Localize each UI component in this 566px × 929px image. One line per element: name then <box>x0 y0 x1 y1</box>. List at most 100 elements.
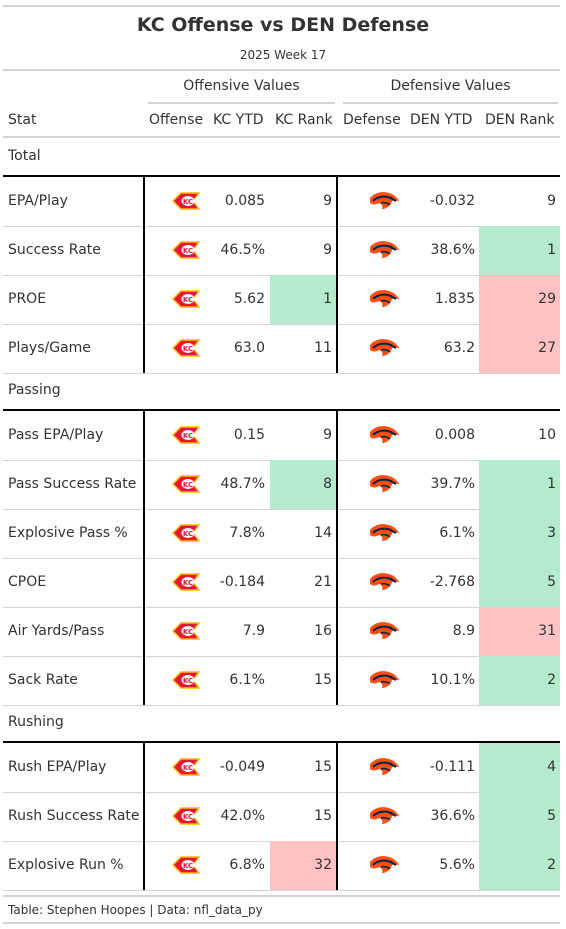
kc-rank-value: 9 <box>323 193 332 209</box>
svg-text:KC: KC <box>183 764 193 772</box>
stat-name: CPOE <box>8 574 47 590</box>
row-divider <box>3 705 560 706</box>
svg-text:KC: KC <box>183 345 193 353</box>
kc-ytd-value: 5.62 <box>233 291 265 307</box>
column-header-stat: Stat <box>8 112 37 128</box>
svg-text:KC: KC <box>183 296 193 304</box>
stat-name: PROE <box>8 291 47 307</box>
kc-rank-value: 8 <box>270 460 336 509</box>
bottom-rule <box>3 922 560 924</box>
kc-chiefs-arrowhead-icon: KC <box>172 339 201 357</box>
table-row: Explosive Pass % KC 7.8% 14 6.1% 3 <box>3 509 560 558</box>
kc-rank-value: 1 <box>270 275 336 324</box>
stat-name: Rush EPA/Play <box>8 759 107 775</box>
kc-rank-value: 9 <box>323 242 332 258</box>
den-broncos-horse-head-icon <box>370 856 399 873</box>
den-ytd-value: 36.6% <box>430 808 475 824</box>
offensive-spanner-rule <box>148 102 335 104</box>
kc-ytd-value: 7.8% <box>229 525 265 541</box>
stat-name: Success Rate <box>8 242 101 258</box>
svg-text:KC: KC <box>183 530 193 538</box>
den-broncos-horse-head-icon <box>370 622 399 639</box>
den-ytd-value: 8.9 <box>452 623 475 639</box>
column-divider <box>143 175 145 373</box>
den-rank-value: 1 <box>479 226 560 275</box>
den-broncos-horse-head-icon <box>370 339 399 356</box>
kc-chiefs-arrowhead-icon: KC <box>172 573 201 591</box>
svg-text:KC: KC <box>183 677 193 685</box>
kc-chiefs-arrowhead-icon: KC <box>172 290 201 308</box>
row-divider <box>3 226 560 227</box>
header-top-rule <box>3 69 560 71</box>
den-rank-value: 10 <box>538 427 556 443</box>
svg-text:KC: KC <box>183 481 193 489</box>
table-row: Pass Success Rate KC 48.7% 8 39.7% 1 <box>3 460 560 509</box>
kc-chiefs-arrowhead-icon: KC <box>172 671 201 689</box>
column-divider <box>143 409 145 705</box>
stat-name: Explosive Run % <box>8 857 124 873</box>
table-row: Rush EPA/Play KC -0.049 15 -0.111 4 <box>3 743 560 792</box>
den-ytd-value: 38.6% <box>430 242 475 258</box>
row-divider <box>3 373 560 374</box>
den-rank-value: 31 <box>479 607 560 656</box>
table-row: Success Rate KC 46.5% 9 38.6% 1 <box>3 226 560 275</box>
column-header-den-ytd: DEN YTD <box>410 112 473 128</box>
kc-rank-value: 14 <box>314 525 332 541</box>
column-header-den-rank: DEN Rank <box>485 112 555 128</box>
kc-ytd-value: -0.184 <box>219 574 265 590</box>
row-divider <box>3 324 560 325</box>
den-broncos-horse-head-icon <box>370 573 399 590</box>
defensive-values-spanner: Defensive Values <box>390 78 511 94</box>
kc-rank-value: 15 <box>314 808 332 824</box>
kc-ytd-value: 6.8% <box>229 857 265 873</box>
den-broncos-horse-head-icon <box>370 807 399 824</box>
column-header-defense: Defense <box>343 112 401 128</box>
column-divider <box>336 409 338 705</box>
kc-ytd-value: -0.049 <box>219 759 265 775</box>
stat-name: Pass EPA/Play <box>8 427 104 443</box>
stat-name: Plays/Game <box>8 340 91 356</box>
column-divider <box>143 741 145 890</box>
kc-ytd-value: 6.1% <box>229 672 265 688</box>
row-divider <box>3 509 560 510</box>
table-row: Explosive Run % KC 6.8% 32 5.6% 2 <box>3 841 560 890</box>
kc-chiefs-arrowhead-icon: KC <box>172 758 201 776</box>
kc-chiefs-arrowhead-icon: KC <box>172 622 201 640</box>
den-broncos-horse-head-icon <box>370 524 399 541</box>
kc-ytd-value: 42.0% <box>220 808 265 824</box>
row-divider <box>3 792 560 793</box>
den-ytd-value: 63.2 <box>443 340 475 356</box>
group-top-rule <box>3 175 560 177</box>
column-header-kc-rank: KC Rank <box>275 112 333 128</box>
stat-name: EPA/Play <box>8 193 68 209</box>
svg-text:KC: KC <box>183 862 193 870</box>
den-ytd-value: -0.111 <box>429 759 475 775</box>
column-divider <box>336 741 338 890</box>
table-subtitle: 2025 Week 17 <box>239 48 327 62</box>
den-rank-value: 27 <box>479 324 560 373</box>
kc-rank-value: 9 <box>323 427 332 443</box>
den-rank-value: 5 <box>479 792 560 841</box>
table-title: KC Offense vs DEN Defense <box>136 14 430 36</box>
group-top-rule <box>3 741 560 743</box>
row-divider <box>3 558 560 559</box>
den-rank-value: 5 <box>479 558 560 607</box>
offensive-values-spanner: Offensive Values <box>183 78 300 94</box>
kc-ytd-value: 0.15 <box>233 427 265 443</box>
kc-chiefs-arrowhead-icon: KC <box>172 807 201 825</box>
den-rank-value: 29 <box>479 275 560 324</box>
den-ytd-value: 5.6% <box>439 857 475 873</box>
kc-ytd-value: 0.085 <box>224 193 265 209</box>
den-broncos-horse-head-icon <box>370 241 399 258</box>
kc-rank-value: 16 <box>314 623 332 639</box>
group-top-rule <box>3 409 560 411</box>
den-ytd-value: 6.1% <box>439 525 475 541</box>
kc-ytd-value: 63.0 <box>233 340 265 356</box>
den-broncos-horse-head-icon <box>370 671 399 688</box>
kc-ytd-value: 48.7% <box>220 476 265 492</box>
den-broncos-horse-head-icon <box>370 290 399 307</box>
den-broncos-horse-head-icon <box>370 758 399 775</box>
column-header-offense: Offense <box>149 112 204 128</box>
header-bottom-rule <box>3 136 560 138</box>
table-row: Pass EPA/Play KC 0.15 9 0.008 10 <box>3 411 560 460</box>
